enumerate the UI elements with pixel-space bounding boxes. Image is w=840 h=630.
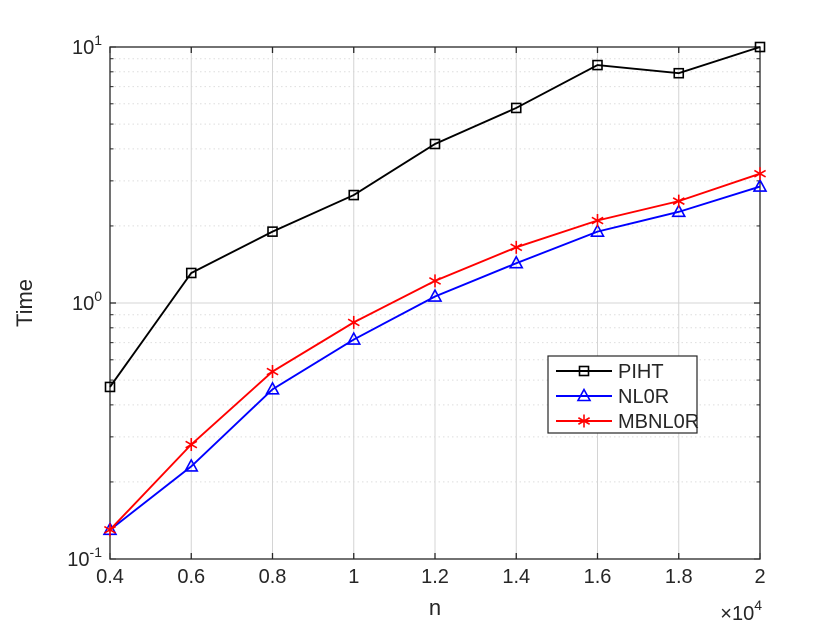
asterisk-marker-icon (510, 243, 523, 252)
square-marker-icon (429, 138, 441, 150)
y-tick-label: 101 (72, 32, 102, 59)
square-marker-icon (592, 59, 603, 71)
square-marker-icon (348, 189, 360, 201)
square-marker-icon (267, 226, 278, 237)
square-marker-icon (510, 102, 522, 114)
multiplier-base: ×10 (720, 603, 754, 625)
triangle-marker-icon (508, 255, 524, 269)
asterisk-marker-icon (428, 276, 442, 285)
asterisk-marker-icon (753, 169, 767, 178)
asterisk-marker-icon (103, 525, 117, 534)
triangle-marker-icon (346, 331, 362, 345)
chart-geometry (102, 41, 768, 560)
y-tick-base: 10 (72, 293, 94, 315)
y-tick-base: 10 (67, 549, 89, 571)
triangle-marker-icon (671, 203, 687, 218)
asterisk-marker-icon (591, 216, 604, 225)
x-tick-label: 1.8 (665, 566, 693, 588)
asterisk-marker-icon (577, 417, 591, 425)
legend-label-piht: PIHT (618, 361, 664, 383)
triangle-marker-icon (427, 288, 443, 302)
asterisk-marker-icon (347, 318, 360, 327)
asterisk-marker-icon (672, 197, 685, 206)
y-tick-base: 10 (72, 37, 94, 59)
square-marker-icon (754, 41, 766, 53)
x-tick-label: 0.4 (96, 566, 124, 588)
y-tick-label: 10-1 (67, 544, 102, 571)
square-marker-icon (185, 267, 197, 279)
x-tick-label: 1.2 (421, 566, 449, 588)
x-axis-label: n (429, 595, 441, 620)
y-tick-exponent: 0 (94, 288, 102, 304)
legend-label-mbnl0r: MBNL0R (618, 411, 699, 433)
x-tick-label: 1 (348, 566, 359, 588)
x-axis-multiplier-label: ×104 (720, 597, 762, 625)
triangle-marker-icon (590, 223, 605, 237)
square-marker-icon (104, 381, 116, 393)
asterisk-marker-icon (185, 440, 198, 449)
x-tick-label: 1.4 (502, 566, 530, 588)
asterisk-marker-icon (266, 367, 279, 376)
square-marker-icon (673, 67, 685, 79)
y-tick-exponent: -1 (90, 544, 103, 560)
x-tick-label: 0.8 (259, 566, 287, 588)
triangle-marker-icon (265, 381, 280, 395)
y-tick-label: 100 (72, 288, 102, 315)
series-line-piht (109, 46, 761, 388)
y-axis-label: Time (12, 279, 37, 327)
triangle-marker-icon (752, 178, 768, 192)
multiplier-exponent: 4 (754, 597, 762, 613)
triangle-marker-icon (183, 458, 199, 472)
x-tick-label: 0.6 (177, 566, 205, 588)
square-marker-icon (578, 365, 590, 377)
x-tick-label: 2 (754, 566, 765, 588)
legend-label-nl0r: NL0R (618, 386, 669, 408)
y-tick-exponent: 1 (94, 32, 102, 48)
series-line-nl0r (109, 185, 761, 531)
x-tick-label: 1.6 (584, 566, 612, 588)
triangle-marker-icon (576, 387, 592, 402)
